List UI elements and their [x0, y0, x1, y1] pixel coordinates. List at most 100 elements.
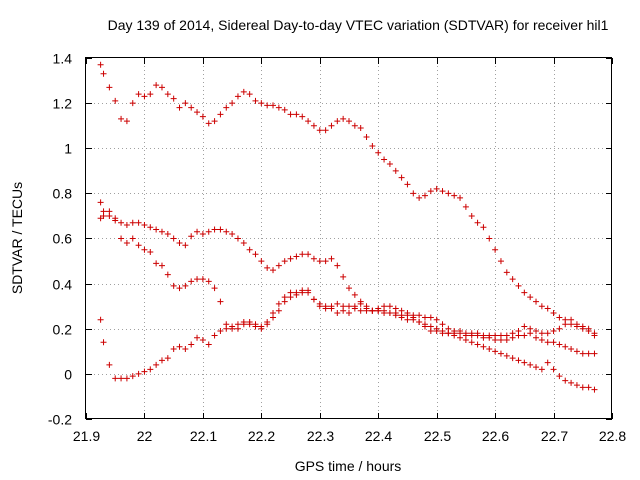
x-tick-label: 22 [137, 428, 153, 444]
data-point [246, 246, 253, 253]
data-point [100, 339, 107, 346]
data-point [346, 285, 352, 292]
data-point [97, 199, 104, 206]
data-point [579, 350, 586, 357]
data-point [474, 341, 481, 348]
data-point [287, 289, 294, 296]
data-point [240, 240, 247, 247]
data-point [550, 339, 557, 346]
data-point [503, 337, 510, 344]
data-point [170, 235, 177, 242]
data-point [106, 361, 113, 368]
data-point [568, 346, 575, 353]
data-point [351, 291, 358, 298]
data-point [287, 255, 294, 262]
data-point [328, 305, 335, 312]
data-point [573, 348, 580, 355]
data-point [334, 262, 341, 269]
data-point [527, 361, 534, 368]
data-point [223, 228, 230, 235]
data-point [252, 321, 259, 328]
data-point [135, 242, 142, 249]
data-point [398, 312, 405, 319]
data-point [112, 375, 119, 382]
data-point [182, 282, 189, 289]
data-point [147, 249, 154, 256]
data-point [176, 343, 183, 350]
data-point [544, 305, 551, 312]
data-point [129, 235, 136, 242]
data-point [462, 203, 469, 210]
data-point [234, 235, 241, 242]
data-point [199, 113, 206, 120]
data-point [270, 102, 277, 109]
data-point [217, 328, 224, 335]
data-point [299, 113, 306, 120]
x-tick-label: 22.4 [365, 428, 392, 444]
data-point [392, 309, 399, 316]
data-point [585, 350, 592, 357]
data-point [182, 346, 189, 353]
data-point [188, 341, 195, 348]
y-tick-label: 1.2 [53, 96, 73, 112]
data-point [538, 303, 545, 310]
data-point [486, 346, 493, 353]
data-point [158, 228, 165, 235]
data-point [211, 226, 218, 233]
data-point [153, 226, 160, 233]
data-point [194, 334, 201, 341]
data-point [468, 339, 475, 346]
data-point [585, 384, 592, 391]
data-point [310, 255, 317, 262]
data-point [275, 300, 282, 307]
data-point [322, 127, 329, 134]
data-point [585, 325, 592, 332]
data-point [386, 161, 393, 168]
data-point [217, 298, 224, 305]
data-point [468, 212, 475, 219]
plot-frame [85, 57, 612, 419]
data-point [521, 289, 528, 296]
data-point [264, 264, 271, 271]
data-point [164, 230, 171, 237]
data-point [205, 341, 212, 348]
data-point [521, 332, 528, 339]
data-point [176, 104, 183, 111]
data-point [135, 370, 142, 377]
data-point [579, 323, 586, 330]
data-point [164, 91, 171, 98]
data-point [123, 240, 130, 247]
data-point [416, 194, 423, 201]
data-point [106, 208, 113, 215]
data-point [357, 307, 364, 314]
x-tick-label: 21.9 [73, 428, 100, 444]
data-point [188, 104, 195, 111]
data-point [404, 181, 411, 188]
data-point [538, 337, 545, 344]
data-point [123, 375, 130, 382]
data-point [229, 230, 236, 237]
data-point [497, 337, 504, 344]
data-point [223, 104, 230, 111]
data-point [433, 316, 440, 323]
data-point [521, 323, 528, 330]
data-point [474, 219, 481, 226]
data-points [97, 61, 598, 393]
data-point [264, 318, 271, 325]
data-point [521, 359, 528, 366]
data-point [480, 334, 487, 341]
data-point [346, 303, 352, 310]
data-point [182, 100, 189, 107]
data-point [328, 255, 335, 262]
data-point [147, 224, 154, 231]
data-point [381, 156, 388, 163]
data-point [182, 242, 189, 249]
data-point [427, 188, 434, 195]
data-point [591, 330, 598, 337]
data-point [112, 215, 119, 222]
data-point [205, 278, 212, 285]
data-point [533, 298, 540, 305]
data-point [544, 330, 551, 337]
data-point [550, 309, 557, 316]
y-tick-label: -0.2 [48, 412, 72, 428]
